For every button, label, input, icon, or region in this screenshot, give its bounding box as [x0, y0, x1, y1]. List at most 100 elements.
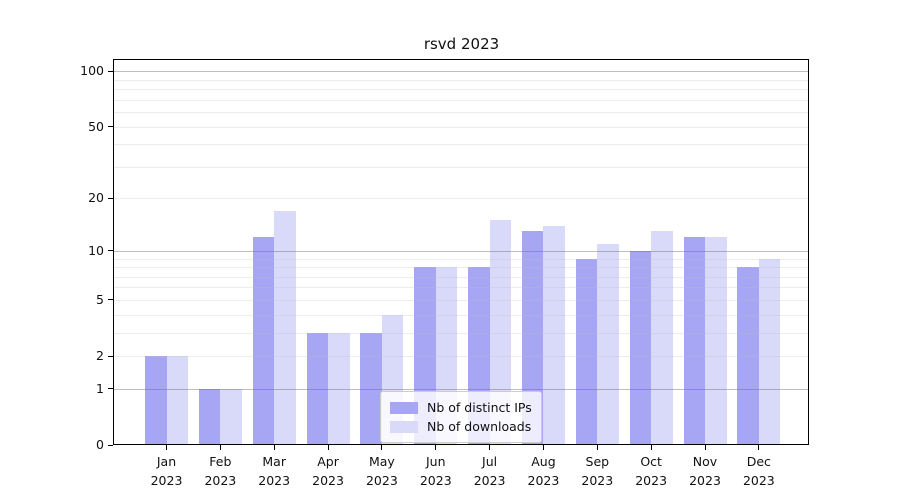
x-tick-label: Oct 2023 — [616, 453, 686, 491]
x-tick-year: 2023 — [742, 472, 775, 488]
y-tick-label: 2 — [96, 348, 104, 364]
bar-sep-nb-of-downloads — [597, 243, 619, 445]
x-tick-year: 2023 — [581, 472, 614, 488]
x-tick — [166, 445, 167, 450]
x-tick-year: 2023 — [365, 472, 398, 488]
x-tick — [435, 445, 437, 450]
gridline-major — [114, 71, 809, 73]
x-tick — [596, 445, 598, 450]
x-tick-month: Apr — [317, 454, 339, 469]
y-tick — [108, 355, 113, 357]
gridline-minor — [114, 144, 809, 146]
gridline-major — [114, 388, 809, 390]
bar-feb-nb-of-downloads — [220, 388, 242, 445]
gridline-minor — [114, 198, 809, 200]
bar-mar-nb-of-downloads — [274, 210, 296, 445]
x-tick-year: 2023 — [473, 472, 506, 488]
x-tick-year: 2023 — [312, 472, 344, 488]
gridline-minor — [114, 314, 809, 316]
gridline-minor — [114, 276, 809, 278]
x-tick-label: Jul 2023 — [455, 453, 525, 491]
bar-aug-nb-of-downloads — [543, 225, 565, 445]
x-tick-label: May 2023 — [347, 453, 417, 491]
x-tick-month: May — [368, 454, 395, 469]
y-tick — [108, 444, 113, 446]
gridline-minor — [114, 258, 809, 260]
gridline-minor — [114, 79, 809, 81]
x-tick-month: Feb — [209, 454, 232, 469]
gridline-minor — [114, 332, 809, 334]
gridline-minor — [114, 166, 809, 168]
gridline-minor — [114, 287, 809, 289]
bar-dec-nb-of-downloads — [758, 258, 781, 445]
bar-feb-nb-of-distinct-ips — [198, 388, 221, 445]
x-tick-year: 2023 — [150, 472, 183, 488]
x-tick-label: Feb 2023 — [185, 453, 255, 491]
x-tick-label: Nov 2023 — [670, 453, 740, 491]
gridline-minor — [114, 89, 809, 91]
y-tick-label: 5 — [96, 291, 104, 307]
x-tick — [542, 445, 544, 450]
y-tick — [108, 197, 113, 199]
y-tick-label: 50 — [88, 118, 104, 134]
x-tick-month: Jul — [482, 454, 498, 469]
x-tick-label: Mar 2023 — [239, 453, 309, 491]
x-tick-label: Jan 2023 — [132, 453, 202, 491]
gridline-minor — [114, 267, 809, 269]
bar-nov-nb-of-distinct-ips — [683, 237, 705, 445]
y-tick-label: 1 — [96, 380, 104, 396]
gridline-minor — [114, 299, 809, 301]
x-tick-month: Dec — [746, 454, 771, 469]
x-tick-month: Nov — [692, 454, 718, 469]
gridline-minor — [114, 99, 809, 101]
legend-swatch-nb-of-distinct-ips — [390, 401, 418, 414]
x-tick-year: 2023 — [204, 472, 237, 488]
x-tick — [650, 445, 652, 450]
x-tick-year: 2023 — [258, 472, 291, 488]
x-tick-month: Jan — [156, 454, 177, 469]
legend: Nb of distinct IPs Nb of downloads — [380, 391, 542, 443]
x-tick-month: Sep — [585, 454, 610, 469]
x-tick — [489, 445, 491, 450]
x-tick-year: 2023 — [635, 472, 668, 488]
x-tick-label: Jun 2023 — [401, 453, 471, 491]
gridline-major — [114, 250, 809, 252]
x-tick-year: 2023 — [689, 472, 721, 488]
bar-may-nb-of-distinct-ips — [360, 332, 382, 445]
gridline-minor — [114, 112, 809, 114]
y-tick — [108, 126, 113, 128]
bar-jan-nb-of-downloads — [166, 356, 188, 445]
x-tick — [327, 445, 329, 450]
y-tick-label: 100 — [80, 63, 104, 79]
x-tick-month: Aug — [531, 454, 556, 469]
bar-sep-nb-of-distinct-ips — [575, 258, 598, 445]
x-tick — [273, 445, 275, 450]
legend-row: Nb of downloads — [390, 418, 532, 435]
gridline-minor — [114, 126, 809, 128]
bar-oct-nb-of-downloads — [651, 231, 673, 445]
bar-nov-nb-of-downloads — [705, 237, 727, 445]
x-tick — [219, 445, 221, 450]
x-tick-month: Jun — [425, 454, 446, 469]
x-tick — [704, 445, 706, 450]
chart-title: rsvd 2023 — [423, 35, 500, 53]
x-tick-month: Mar — [262, 454, 286, 469]
legend-row: Nb of distinct IPs — [390, 399, 532, 416]
bar-dec-nb-of-distinct-ips — [737, 267, 759, 445]
x-tick-label: Dec 2023 — [724, 453, 794, 491]
bar-apr-nb-of-downloads — [328, 332, 350, 445]
bar-apr-nb-of-distinct-ips — [306, 332, 329, 445]
legend-label: Nb of distinct IPs — [427, 400, 532, 415]
x-tick-label: Aug 2023 — [508, 453, 578, 491]
y-tick — [108, 250, 113, 252]
bar-oct-nb-of-distinct-ips — [629, 250, 652, 445]
x-tick-month: Oct — [640, 454, 662, 469]
bar-mar-nb-of-distinct-ips — [252, 237, 275, 445]
y-tick — [108, 70, 113, 72]
y-tick-label: 10 — [88, 242, 104, 258]
x-tick-label: Apr 2023 — [293, 453, 363, 491]
legend-swatch-nb-of-downloads — [390, 420, 418, 433]
gridline-minor — [114, 356, 809, 358]
x-tick-year: 2023 — [527, 472, 560, 488]
